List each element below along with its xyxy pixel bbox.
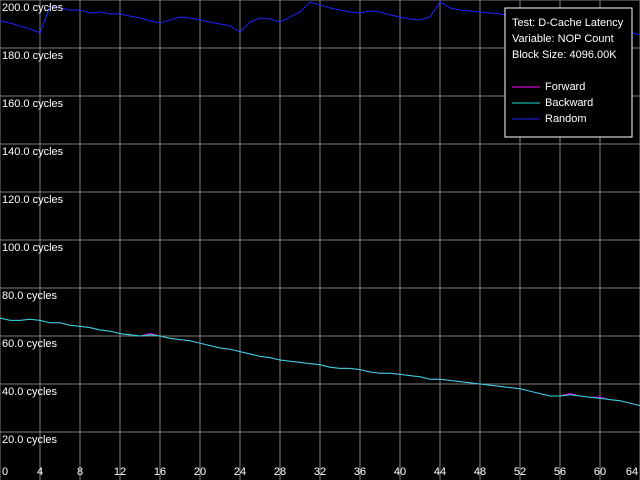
x-tick-label: 52 (514, 466, 526, 478)
y-tick-label: 160.0 cycles (2, 98, 64, 110)
legend: Test: D-Cache Latency Variable: NOP Coun… (504, 7, 633, 138)
info-text: Block Size: 4096.00K (512, 49, 617, 61)
y-tick-label: 80.0 cycles (2, 290, 58, 302)
y-tick-label: 120.0 cycles (2, 194, 64, 206)
legend-label: Random (545, 113, 587, 125)
y-tick-label: 20.0 cycles (2, 434, 58, 446)
x-tick-label: 12 (114, 466, 126, 478)
x-tick-label: 8 (77, 466, 83, 478)
legend-box (504, 7, 633, 138)
y-tick-label: 60.0 cycles (2, 338, 58, 350)
y-tick-label: 200.0 cycles (2, 2, 64, 14)
x-tick-label: 36 (354, 466, 366, 478)
legend-label: Forward (545, 81, 585, 93)
x-tick-label: 20 (194, 466, 206, 478)
x-tick-label: 16 (154, 466, 166, 478)
x-tick-label: 0 (2, 466, 8, 478)
x-tick-label: 64 (626, 466, 638, 478)
legend-label: Backward (545, 97, 593, 109)
x-tick-label: 28 (274, 466, 286, 478)
info-text: Variable: NOP Count (512, 33, 614, 45)
x-tick-label: 40 (394, 466, 406, 478)
series-line (0, 317, 640, 407)
info-text: Test: D-Cache Latency (512, 17, 624, 29)
y-tick-label: 100.0 cycles (2, 242, 64, 254)
y-tick-label: 40.0 cycles (2, 386, 58, 398)
x-tick-label: 60 (594, 466, 606, 478)
y-tick-label: 140.0 cycles (2, 146, 64, 158)
x-tick-label: 4 (37, 466, 43, 478)
y-tick-label: 180.0 cycles (2, 50, 64, 62)
x-tick-label: 56 (554, 466, 566, 478)
x-tick-label: 24 (234, 466, 246, 478)
x-tick-label: 32 (314, 466, 326, 478)
x-tick-label: 44 (434, 466, 446, 478)
x-tick-label: 48 (474, 466, 486, 478)
